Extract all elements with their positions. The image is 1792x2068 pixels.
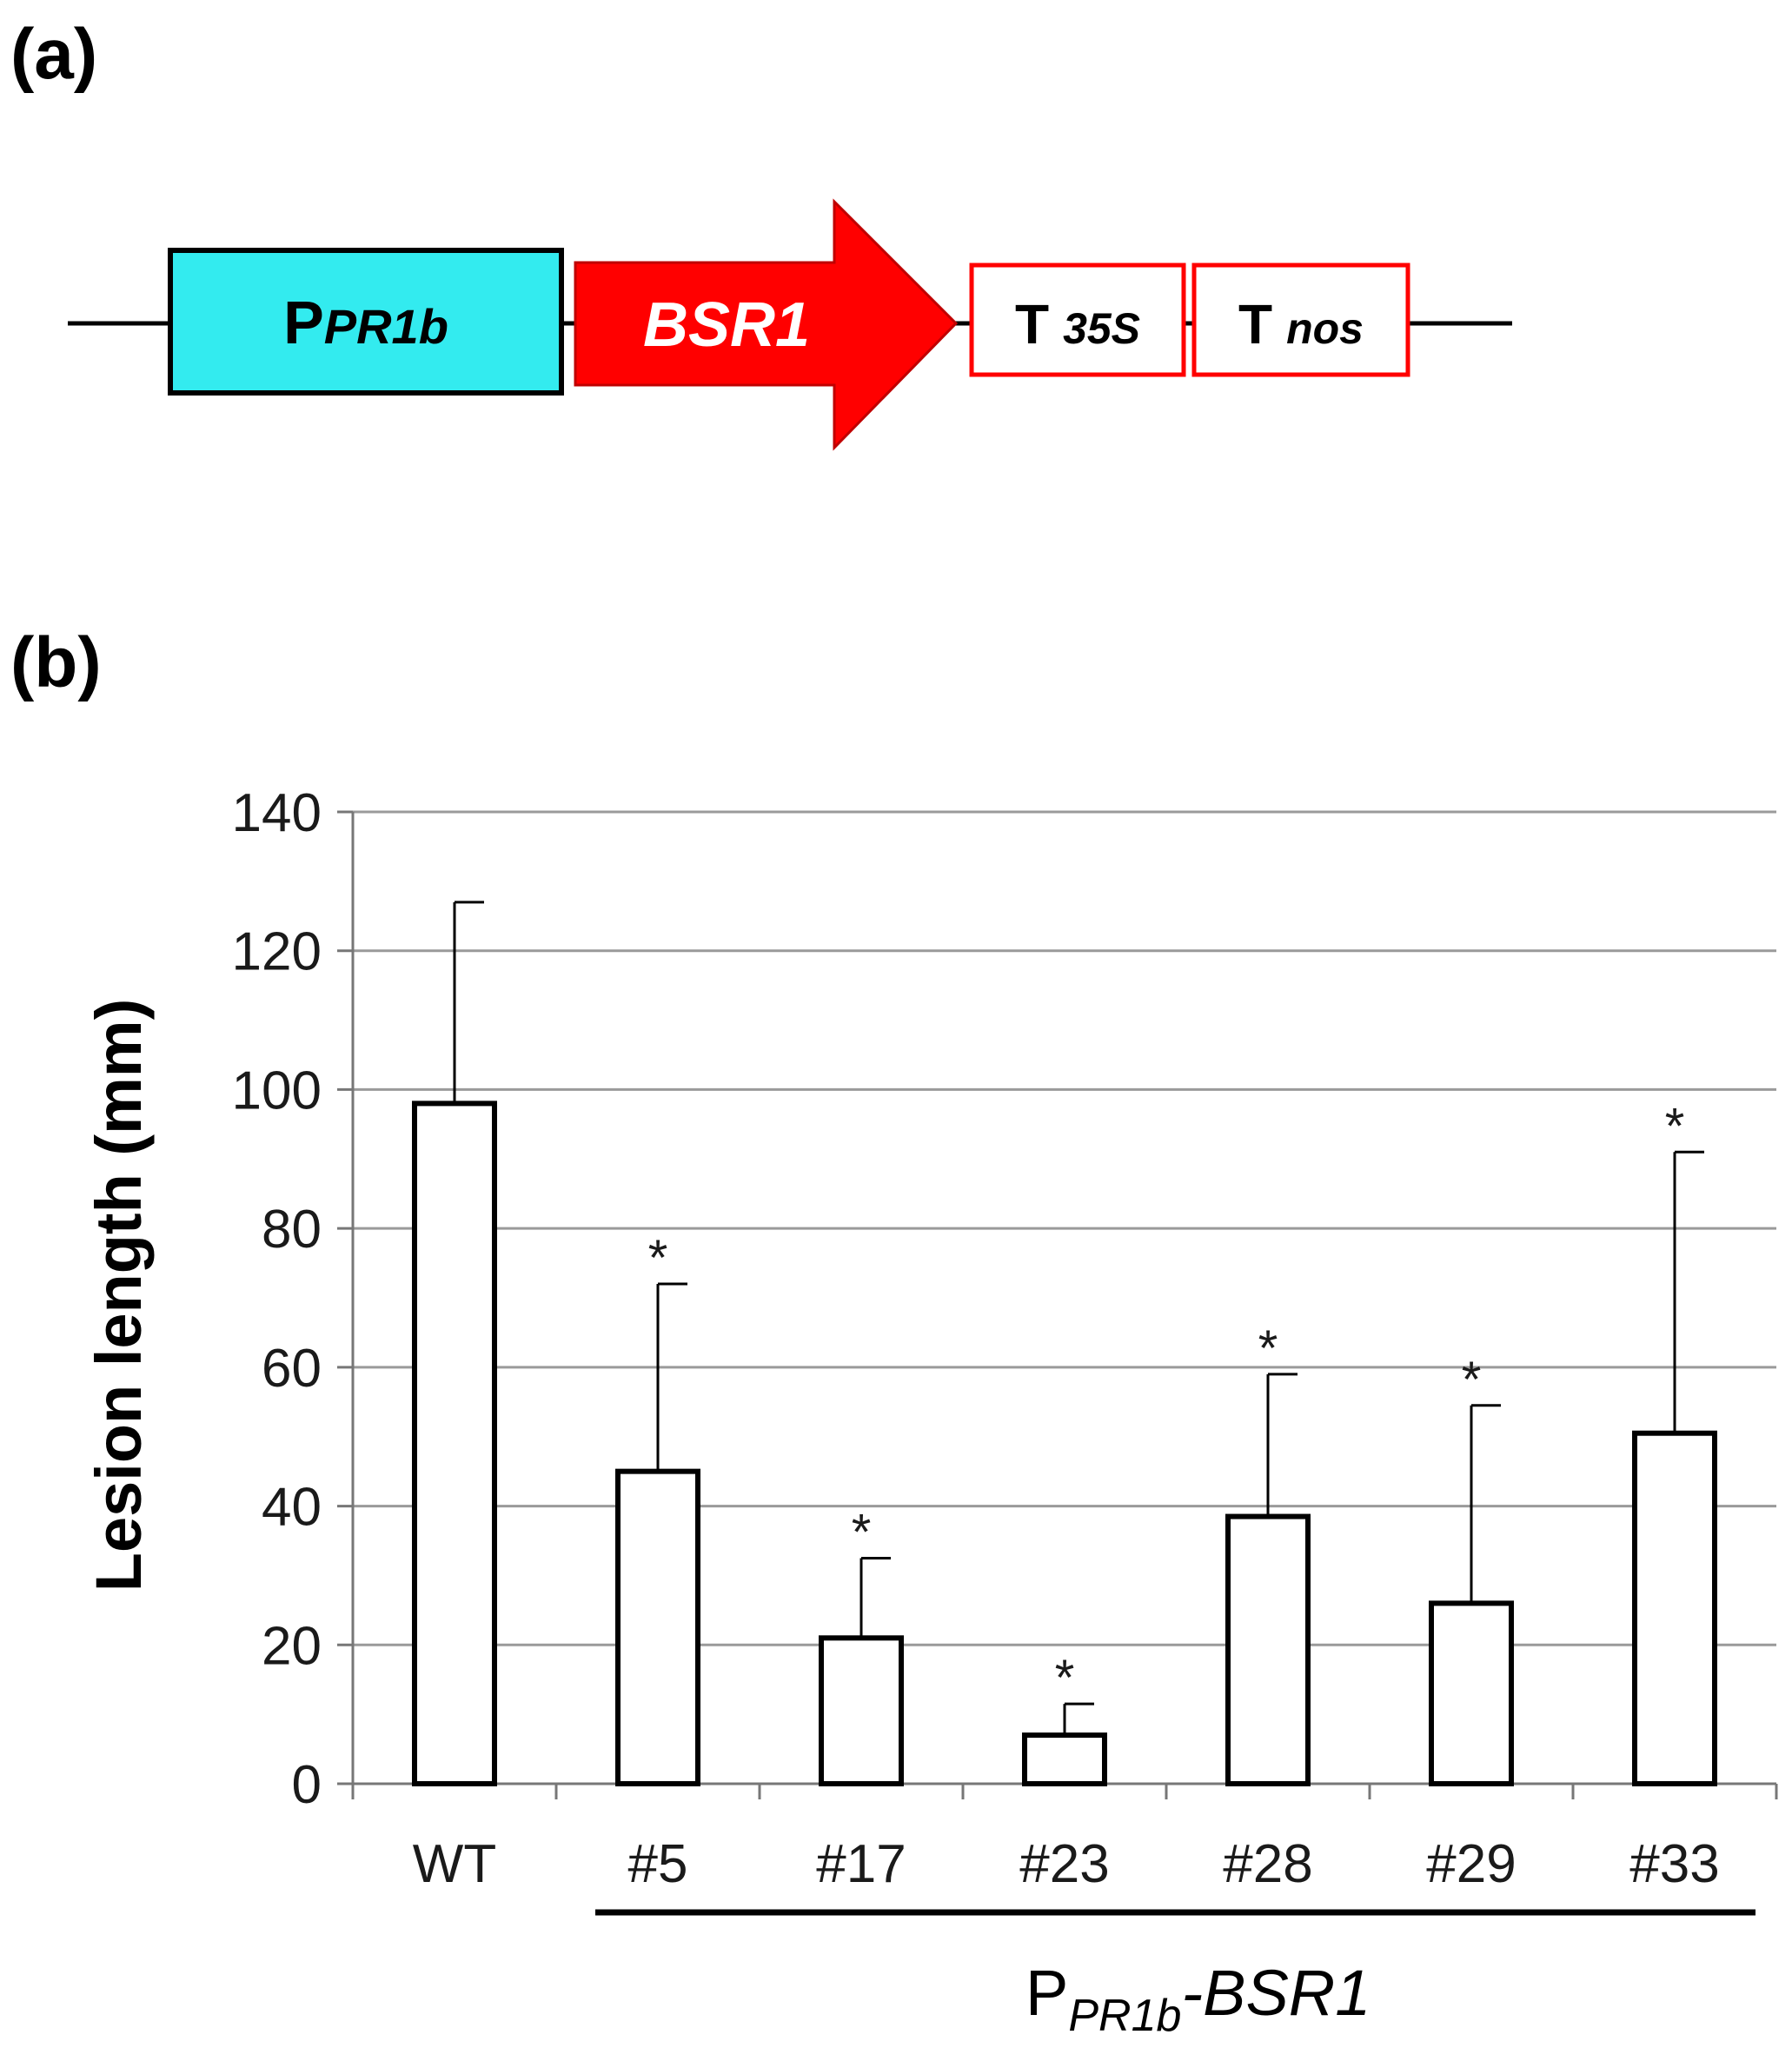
x-tick-labels: WT #5 #17 #23 #28 #29 #33 xyxy=(413,1834,1720,1894)
terminator-35s-box xyxy=(969,263,1186,377)
terminator-35s-main: T xyxy=(1015,293,1049,356)
bar-5 xyxy=(1225,1513,1311,1787)
y-tick-labels: 0 20 40 60 80 100 120 140 xyxy=(232,783,322,1815)
x-tick-label: #5 xyxy=(628,1834,688,1894)
x-tick-label: #28 xyxy=(1223,1834,1312,1894)
y-tick-label: 60 xyxy=(262,1339,322,1399)
terminator-nos-sub: nos xyxy=(1286,304,1364,353)
y-tick-label: 40 xyxy=(262,1478,322,1538)
group-label-suffix: -BSR1 xyxy=(1181,1957,1371,2029)
terminator-nos-box xyxy=(1191,263,1410,377)
y-tick-label: 0 xyxy=(292,1755,322,1815)
bar-6 xyxy=(1429,1600,1514,1787)
promoter-label-sub: PR1b xyxy=(324,299,448,354)
panel-a-label: (a) xyxy=(10,15,97,94)
terminator-35s-sub: 35S xyxy=(1063,304,1140,353)
bar-7 xyxy=(1632,1430,1717,1786)
bar-4 xyxy=(1022,1732,1107,1786)
significance-star: * xyxy=(1055,1650,1075,1706)
terminator-nos-main: T xyxy=(1238,293,1272,356)
group-label-sub: PR1b xyxy=(1068,1991,1181,2041)
promoter-label-main: P xyxy=(283,289,324,356)
bar-3 xyxy=(819,1635,904,1787)
error-bars xyxy=(453,901,1704,1736)
panel-b-label: (b) xyxy=(10,623,102,702)
y-tick-label: 20 xyxy=(262,1616,322,1676)
promoter-box xyxy=(168,248,564,396)
significance-star: * xyxy=(1462,1352,1482,1408)
terminator-35s-label: T 35S xyxy=(1015,293,1140,356)
gridlines xyxy=(353,810,1776,1646)
significance-markers: * * * * * * xyxy=(648,1098,1685,1706)
x-tick-label: #23 xyxy=(1019,1834,1109,1894)
gene-label: BSR1 xyxy=(643,290,810,360)
group-label-main: P xyxy=(1025,1957,1068,2029)
group-label: PPR1b-BSR1 xyxy=(1025,1957,1371,2041)
y-axis-label: Lesion length (mm) xyxy=(83,999,155,1592)
x-tick-label: #33 xyxy=(1629,1834,1719,1894)
significance-star: * xyxy=(852,1504,872,1560)
significance-star: * xyxy=(1258,1320,1278,1377)
bar-1 xyxy=(412,1100,497,1786)
y-tick-label: 140 xyxy=(232,783,322,843)
significance-star: * xyxy=(1665,1098,1685,1154)
bar-2 xyxy=(615,1468,700,1786)
x-tick-label: #17 xyxy=(816,1834,906,1894)
x-tick-label: WT xyxy=(413,1834,496,1894)
y-tick-label: 120 xyxy=(232,922,322,982)
promoter-label: PPR1b xyxy=(283,289,448,356)
y-tick-label: 100 xyxy=(232,1061,322,1120)
y-tick-label: 80 xyxy=(262,1200,322,1260)
gene-arrow xyxy=(574,198,959,451)
x-tick-label: #29 xyxy=(1426,1834,1516,1894)
significance-star: * xyxy=(648,1230,668,1287)
